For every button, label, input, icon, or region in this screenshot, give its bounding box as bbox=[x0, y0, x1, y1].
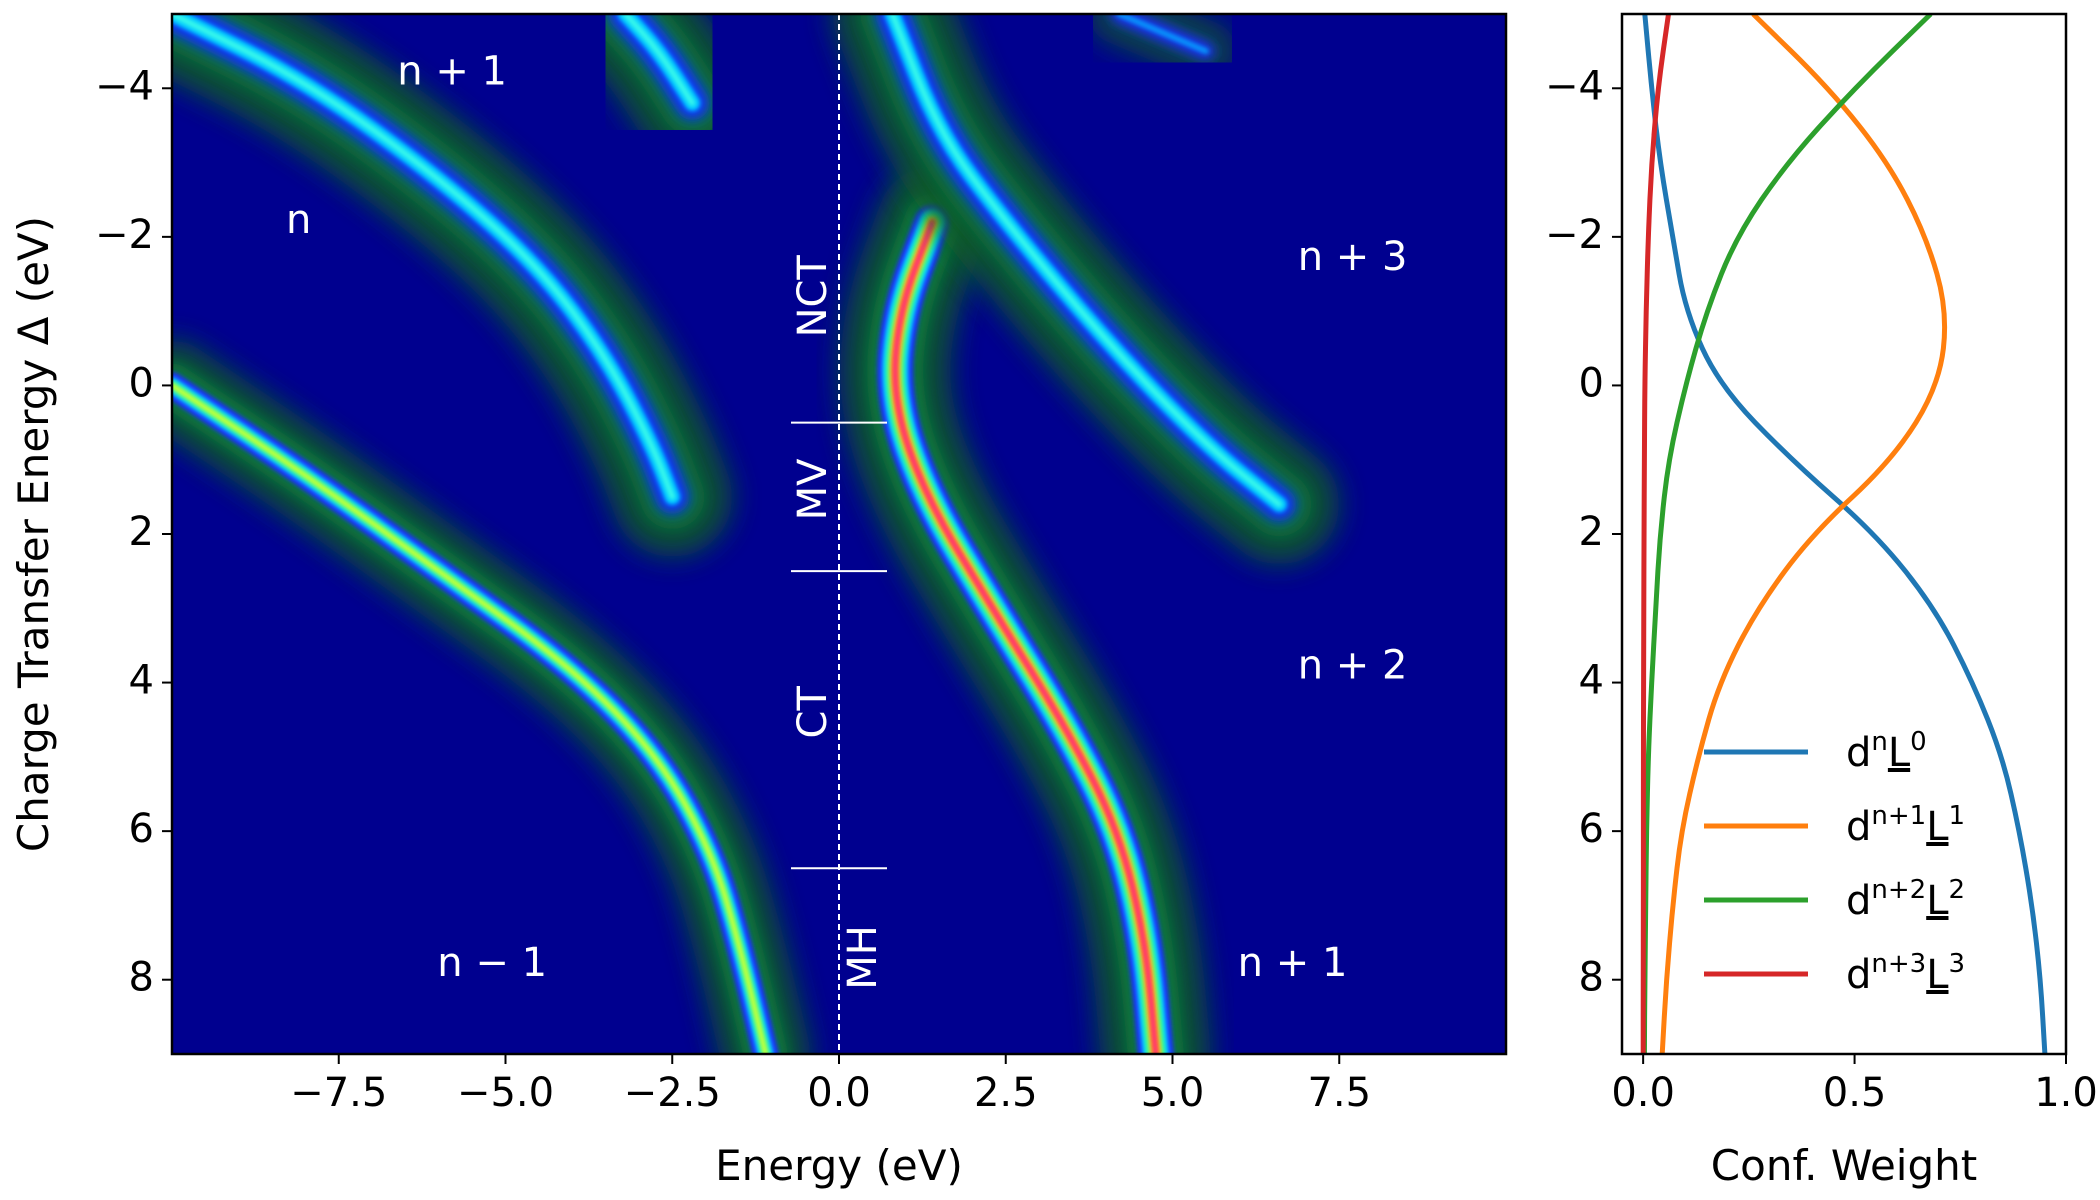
legend-label-1: dn+1L1 bbox=[1846, 801, 1965, 850]
y-tick-label: 6 bbox=[1579, 806, 1604, 852]
heatmap-overlays: NCT MV CT MH bbox=[790, 14, 887, 1054]
y-tick-label: −4 bbox=[95, 63, 154, 109]
x-tick-label: 0.0 bbox=[807, 1070, 871, 1116]
heatmap-y-axis-title: Charge Transfer Energy Δ (eV) bbox=[9, 216, 58, 852]
y-tick-label: 8 bbox=[129, 955, 154, 1001]
series-line-3 bbox=[1640, 14, 1671, 1054]
y-tick-label: −2 bbox=[95, 212, 154, 258]
y-tick-label: 0 bbox=[129, 360, 154, 406]
x-tick-label: 1.0 bbox=[2034, 1070, 2098, 1116]
y-tick-label: −2 bbox=[1545, 212, 1604, 258]
legend-label-2: dn+2L2 bbox=[1846, 875, 1965, 924]
band-3 bbox=[840, 167, 1211, 1054]
legend: dnL0 dn+1L1 dn+2L2 dn+3L3 bbox=[1704, 727, 1965, 998]
band-1 bbox=[565, 14, 753, 164]
weight-x-ticks: 0.0 0.5 1.0 bbox=[1611, 1054, 2098, 1116]
y-tick-label: 6 bbox=[129, 806, 154, 852]
y-tick-label: −4 bbox=[1545, 63, 1604, 109]
x-tick-label: −2.5 bbox=[624, 1070, 721, 1116]
x-tick-label: −7.5 bbox=[290, 1070, 387, 1116]
region-label-nct: NCT bbox=[790, 255, 836, 338]
y-tick-label: 2 bbox=[1579, 509, 1604, 555]
weight-background bbox=[1622, 14, 2066, 1054]
x-tick-label: −5.0 bbox=[457, 1070, 554, 1116]
x-tick-label: 7.5 bbox=[1307, 1070, 1371, 1116]
band-annotation-5: n + 1 bbox=[1238, 940, 1348, 986]
region-label-mv: MV bbox=[790, 458, 836, 521]
band-2-layer-5 bbox=[172, 383, 768, 1054]
band-annotation-3: n + 2 bbox=[1298, 643, 1408, 689]
series-line-2 bbox=[1641, 14, 1933, 1054]
series-line-1 bbox=[1659, 14, 1948, 1054]
y-tick-label: 4 bbox=[129, 658, 154, 704]
band-5 bbox=[1089, 14, 1236, 82]
series-line-0 bbox=[1642, 14, 2048, 1054]
x-tick-label: 5.0 bbox=[1141, 1070, 1205, 1116]
band-4-layer-4 bbox=[889, 14, 1283, 508]
band-annotation-0: n + 1 bbox=[397, 48, 507, 94]
weight-x-axis-title: Conf. Weight bbox=[1711, 1141, 1977, 1190]
heatmap-panel: NCT MV CT MH n + 1 n n + 3 n + 2 n − 1 n + 1 −7.… bbox=[9, 12, 1508, 1190]
band-0 bbox=[172, 14, 733, 557]
heatmap-x-axis-title: Energy (eV) bbox=[715, 1141, 963, 1190]
weight-panel: dnL0 dn+1L1 dn+2L2 dn+3L3 0.0 0.5 1.0 −4 −2 0 2 4… bbox=[1545, 12, 2098, 1190]
band-annotation-4: n − 1 bbox=[437, 940, 547, 986]
band-1-layer-4 bbox=[622, 14, 696, 107]
band-annotation-1: n bbox=[286, 197, 311, 243]
band-3-layer-7 bbox=[894, 221, 1157, 1054]
band-annotation-2: n + 3 bbox=[1298, 234, 1408, 280]
legend-label-0: dnL0 bbox=[1846, 727, 1927, 776]
heatmap-annotations: n + 1 n n + 3 n + 2 n − 1 n + 1 bbox=[286, 48, 1407, 985]
y-tick-label: 0 bbox=[1579, 360, 1604, 406]
region-label-ct: CT bbox=[790, 686, 836, 739]
band-2 bbox=[172, 340, 811, 1054]
y-tick-label: 2 bbox=[129, 509, 154, 555]
y-tick-label: 8 bbox=[1579, 955, 1604, 1001]
band-0-layer-4 bbox=[172, 14, 676, 500]
band-4 bbox=[832, 14, 1340, 565]
weight-series bbox=[1640, 14, 2048, 1054]
weight-y-ticks: −4 −2 0 2 4 6 8 bbox=[1545, 63, 1622, 1001]
x-tick-label: 0.0 bbox=[1611, 1070, 1675, 1116]
heatmap-bands bbox=[172, 14, 1340, 1054]
y-tick-label: 4 bbox=[1579, 658, 1604, 704]
heatmap-y-ticks: −4 −2 0 2 4 6 8 bbox=[95, 63, 172, 1001]
x-tick-label: 0.5 bbox=[1823, 1070, 1887, 1116]
heatmap-x-ticks: −7.5 −5.0 −2.5 0.0 2.5 5.0 7.5 bbox=[290, 1054, 1371, 1116]
x-tick-label: 2.5 bbox=[974, 1070, 1038, 1116]
legend-label-3: dn+3L3 bbox=[1846, 949, 1965, 998]
region-label-mh: MH bbox=[840, 925, 886, 990]
